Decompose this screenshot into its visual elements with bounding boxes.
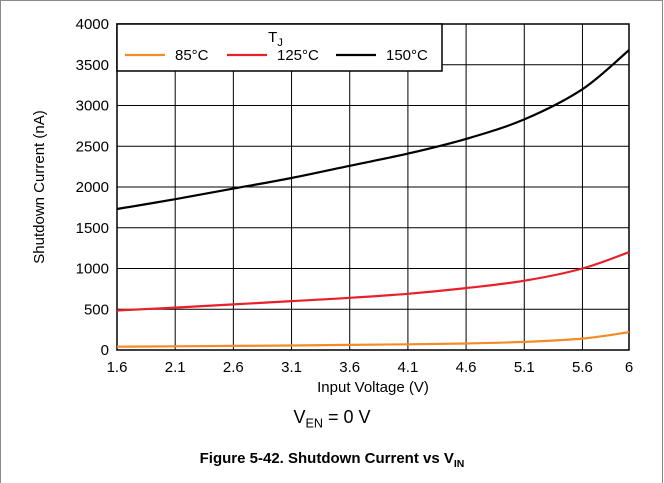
x-tick-label: 6 <box>625 359 633 376</box>
y-tick-label: 2500 <box>76 138 109 155</box>
x-tick-label: 3.6 <box>339 359 360 376</box>
y-tick-label: 1500 <box>76 220 109 237</box>
y-tick-label: 1000 <box>76 261 109 278</box>
condition-subscript: EN <box>305 417 323 431</box>
legend: TJ 85°C 125°C 150°C <box>117 24 442 71</box>
x-tick-label: 5.6 <box>572 359 593 376</box>
y-axis-label: Shutdown Current (nA) <box>31 110 48 263</box>
condition-prefix: V <box>293 407 305 427</box>
figure-caption: Figure 5-42. Shutdown Current vs VIN <box>0 450 664 470</box>
caption-subscript: IN <box>454 458 465 470</box>
x-tick-label: 5.1 <box>514 359 535 376</box>
grid <box>117 24 629 350</box>
x-tick-label: 2.1 <box>165 359 186 376</box>
legend-label-1: 125°C <box>277 47 319 64</box>
x-tick-label: 2.6 <box>223 359 244 376</box>
series-layer <box>117 50 629 347</box>
x-tick-label: 4.6 <box>456 359 477 376</box>
y-tick-label: 0 <box>101 342 109 359</box>
x-axis-ticks: 1.6 2.1 2.6 3.1 3.6 4.1 4.6 5.1 5.6 6 <box>107 359 634 376</box>
chart: 1.6 2.1 2.6 3.1 3.6 4.1 4.6 5.1 5.6 6 0 500 1000 150… <box>0 0 664 410</box>
y-tick-label: 3000 <box>76 98 109 115</box>
caption-text: Figure 5-42. Shutdown Current vs V <box>200 450 454 467</box>
series-line-1 <box>117 252 629 310</box>
x-tick-label: 3.1 <box>281 359 302 376</box>
test-condition: VEN = 0 V <box>0 407 664 431</box>
legend-label-2: 150°C <box>386 47 428 64</box>
x-axis-label: Input Voltage (V) <box>317 379 429 396</box>
x-tick-label: 1.6 <box>107 359 128 376</box>
series-line-2 <box>117 50 629 209</box>
x-tick-label: 4.1 <box>397 359 418 376</box>
series-line-0 <box>117 332 629 347</box>
y-tick-label: 4000 <box>76 16 109 33</box>
y-axis-ticks: 0 500 1000 1500 2000 2500 3000 3500 4000 <box>76 16 109 359</box>
y-tick-label: 500 <box>84 301 109 318</box>
legend-label-0: 85°C <box>175 47 209 64</box>
condition-suffix: = 0 V <box>323 407 371 427</box>
y-tick-label: 2000 <box>76 179 109 196</box>
y-tick-label: 3500 <box>76 57 109 74</box>
